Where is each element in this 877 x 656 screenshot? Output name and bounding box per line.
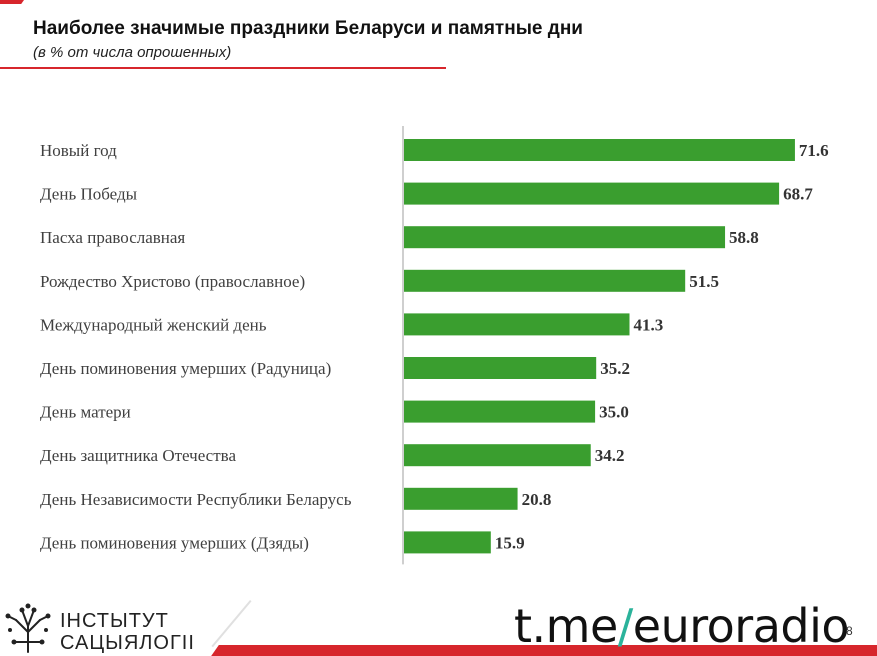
logo-text-line2: САЦЫЯЛОГІІ [60, 632, 195, 654]
category-label: День поминовения умерших (Дзяды) [40, 533, 309, 552]
title-underline [0, 67, 446, 69]
bar [404, 400, 596, 423]
data-label: 68.7 [783, 185, 813, 204]
data-label: 41.3 [633, 315, 663, 334]
data-label: 20.8 [522, 490, 552, 509]
bar [404, 531, 491, 554]
category-label: День поминовения умерших (Радуница) [40, 359, 331, 378]
bar [404, 139, 795, 161]
page-number: 8 [846, 624, 853, 638]
category-label: День матери [40, 403, 131, 422]
bar [404, 487, 518, 510]
bar [404, 357, 597, 379]
logo-text-line1: ІНСТЫТУТ [60, 610, 169, 632]
chart-subtitle: (в % от числа опрошенных) [33, 44, 232, 61]
data-label: 58.8 [729, 228, 759, 247]
watermark-slash: / [617, 599, 634, 653]
watermark-suffix: euroradio [632, 599, 850, 653]
corner-accent-stripe [0, 0, 25, 4]
decorative-line [211, 600, 252, 648]
data-label: 34.2 [595, 446, 625, 465]
category-label: День Независимости Республики Беларусь [40, 490, 352, 509]
data-label: 15.9 [495, 533, 525, 552]
chart-title: Наиболее значимые праздники Беларуси и п… [33, 18, 583, 39]
data-label: 35.0 [599, 403, 629, 422]
category-label: Пасха православная [40, 228, 185, 247]
data-label: 51.5 [689, 272, 719, 291]
tree-icon [5, 603, 51, 653]
bar [404, 444, 591, 467]
bar [404, 226, 726, 249]
institute-logo: ІНСТЫТУТ САЦЫЯЛОГІІ [2, 602, 202, 654]
category-label: Международный женский день [40, 315, 267, 334]
bar [404, 313, 630, 336]
telegram-watermark: t.me/euroradio [514, 599, 850, 653]
category-label: День Победы [40, 185, 138, 204]
category-label: Новый год [40, 141, 117, 160]
category-label: День защитника Отечества [40, 446, 236, 465]
bar [404, 182, 780, 205]
bar [404, 269, 686, 292]
category-label: Рождество Христово (православное) [40, 272, 305, 291]
bar-chart: Новый год 71.6 День Победы 68.7 Пасха правос… [40, 126, 829, 565]
watermark-prefix: t.me [514, 599, 618, 653]
data-label: 71.6 [799, 141, 829, 160]
data-label: 35.2 [600, 359, 630, 378]
